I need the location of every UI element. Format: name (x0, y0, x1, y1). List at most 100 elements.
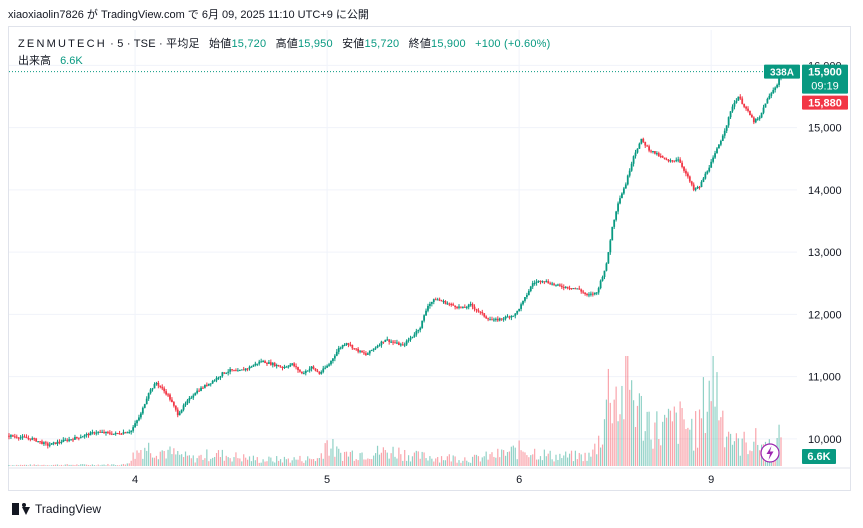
volume-bar (256, 457, 258, 466)
candle-body (95, 432, 98, 434)
candle-body (149, 389, 152, 394)
y-tick-label: 14,000 (808, 185, 842, 197)
volume-bar (353, 460, 355, 466)
volume-bar (667, 408, 670, 466)
volume-bar (627, 356, 629, 466)
volume-bar (241, 461, 243, 466)
volume-bar (440, 456, 443, 466)
volume-bar (477, 456, 480, 466)
candle-body (572, 288, 575, 290)
volume-bar (696, 447, 699, 466)
candle-body (289, 364, 292, 367)
candle-body (719, 140, 722, 145)
candle-body (549, 283, 552, 285)
volume-bar (239, 458, 241, 466)
volume-bar (60, 464, 62, 466)
candle-body (628, 170, 631, 176)
candle-body (163, 388, 166, 392)
interval-label: 5 (117, 38, 124, 50)
symbol-tag-label: 338A (770, 68, 794, 79)
volume-bar (179, 454, 181, 466)
candle-body (66, 439, 69, 441)
publisher-name[interactable]: xiaoxiaolin7826 (8, 9, 84, 21)
volume-bar (553, 461, 555, 466)
candle-body (588, 294, 590, 296)
candle-body (557, 284, 559, 286)
candle-body (399, 344, 402, 346)
change-value: +100 (+0.60%) (475, 38, 551, 50)
candle-body (182, 405, 185, 410)
candle-body (217, 377, 220, 379)
volume-bar (80, 464, 82, 466)
volume-bar (163, 451, 165, 466)
volume-bar (151, 457, 154, 466)
candle-body (39, 441, 41, 443)
candle-body (586, 294, 588, 296)
volume-bar (246, 459, 249, 466)
candle-body (613, 219, 616, 227)
volume-bar (264, 461, 266, 466)
candle-body (413, 334, 416, 337)
volume-bar (404, 449, 406, 466)
candle-body (25, 437, 28, 439)
volume-bar (522, 451, 524, 466)
volume-bar (433, 461, 435, 466)
volume-bar (134, 458, 136, 466)
volume-bar (250, 461, 253, 466)
candle-body (186, 400, 189, 404)
candle-body (252, 365, 255, 367)
volume-bar (755, 428, 757, 466)
volume-bar (580, 454, 582, 466)
candle-body (745, 106, 747, 109)
volume-bar (159, 451, 161, 466)
candle-body (663, 157, 666, 160)
volume-bar (338, 448, 340, 466)
candle-body (258, 361, 261, 364)
candle-body (570, 288, 573, 290)
volume-bar (658, 438, 660, 466)
candle-body (390, 341, 393, 343)
volume-bar (334, 456, 336, 466)
candle-body (353, 348, 356, 350)
volume-bar (20, 464, 22, 466)
site-name[interactable]: TradingView.com (100, 9, 185, 21)
volume-bar (470, 462, 472, 466)
candle-body (601, 276, 604, 281)
volume-bar (390, 453, 392, 466)
candle-body (176, 409, 179, 416)
volume-bar (417, 451, 419, 466)
volume-bar (724, 447, 726, 466)
tradingview-footer[interactable]: TradingView (12, 502, 101, 516)
candle-body (429, 303, 431, 306)
candle-body (271, 363, 274, 365)
candle-body (126, 432, 129, 434)
candle-body (283, 366, 286, 368)
candle-body (766, 98, 769, 104)
candle-body (108, 432, 111, 434)
candle-body (44, 442, 47, 444)
candle-body (318, 371, 321, 374)
candle-body (539, 280, 542, 282)
symbol-name[interactable]: ZENMUTECH (18, 38, 107, 50)
candle-body (299, 370, 301, 372)
candle-body (101, 431, 104, 433)
candle-body (671, 160, 674, 162)
volume-bar (588, 452, 590, 466)
volume-bar (634, 426, 637, 466)
candle-body (335, 351, 338, 356)
candle-body (184, 403, 187, 406)
candle-body (120, 433, 123, 435)
candle-body (112, 433, 115, 435)
candle-body (706, 171, 709, 174)
volume-bar (312, 459, 315, 466)
volume-bar (656, 411, 658, 466)
volume-bar (355, 459, 357, 466)
volume-bar (609, 402, 611, 466)
candle-body (275, 365, 278, 367)
candle-body (537, 280, 540, 282)
candle-body (213, 380, 216, 382)
volume-bar (695, 411, 697, 466)
candle-body (107, 431, 109, 433)
candle-body (580, 289, 583, 292)
